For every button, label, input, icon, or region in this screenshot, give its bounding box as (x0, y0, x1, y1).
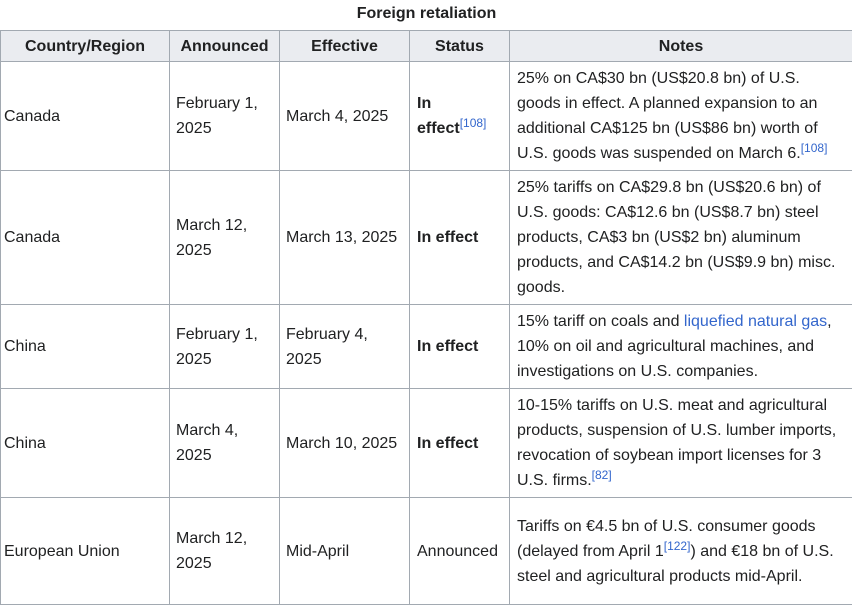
status-text: In effect (417, 435, 478, 452)
effective-cell: March 4, 2025 (280, 62, 410, 171)
reference[interactable]: [122] (664, 539, 691, 553)
announced-cell: February 1, 2025 (170, 305, 280, 389)
table-caption: Foreign retaliation (0, 0, 852, 30)
column-header: Country/Region (1, 31, 170, 62)
text: 25% tariffs on CA$29.8 bn (US$20.6 bn) o… (517, 179, 835, 296)
status-cell: In effect (410, 305, 510, 389)
country-cell: China (1, 305, 170, 389)
text: 15% tariff on coals and (517, 313, 684, 330)
reference[interactable]: [108] (801, 141, 828, 155)
link[interactable]: liquefied natural gas (684, 313, 827, 330)
effective-cell: February 4, 2025 (280, 305, 410, 389)
announced-cell: March 12, 2025 (170, 498, 280, 605)
notes-cell: Tariffs on €4.5 bn of U.S. consumer good… (510, 498, 852, 605)
announced-cell: March 4, 2025 (170, 389, 280, 498)
status-text: In effect (417, 338, 478, 355)
status-cell: In effect (410, 389, 510, 498)
status-text: In effect (417, 95, 460, 137)
status-cell: In effect[108] (410, 62, 510, 171)
country-cell: European Union (1, 498, 170, 605)
country-cell: China (1, 389, 170, 498)
country-cell: Canada (1, 171, 170, 305)
effective-cell: March 13, 2025 (280, 171, 410, 305)
notes-cell: 25% on CA$30 bn (US$20.8 bn) of U.S. goo… (510, 62, 852, 171)
status-text: In effect (417, 229, 478, 246)
reference[interactable]: [82] (592, 468, 612, 482)
notes-cell: 25% tariffs on CA$29.8 bn (US$20.6 bn) o… (510, 171, 852, 305)
effective-cell: Mid-April (280, 498, 410, 605)
column-header: Status (410, 31, 510, 62)
text: 25% on CA$30 bn (US$20.8 bn) of U.S. goo… (517, 70, 818, 162)
effective-cell: March 10, 2025 (280, 389, 410, 498)
column-header: Effective (280, 31, 410, 62)
announced-cell: March 12, 2025 (170, 171, 280, 305)
reference[interactable]: [108] (460, 116, 487, 130)
status-cell: Announced (410, 498, 510, 605)
column-header: Announced (170, 31, 280, 62)
text: Announced (417, 543, 498, 560)
announced-cell: February 1, 2025 (170, 62, 280, 171)
text: 10-15% tariffs on U.S. meat and agricult… (517, 397, 836, 489)
notes-cell: 10-15% tariffs on U.S. meat and agricult… (510, 389, 852, 498)
status-cell: In effect (410, 171, 510, 305)
column-header: Notes (510, 31, 852, 62)
notes-cell: 15% tariff on coals and liquefied natura… (510, 305, 852, 389)
country-cell: Canada (1, 62, 170, 171)
